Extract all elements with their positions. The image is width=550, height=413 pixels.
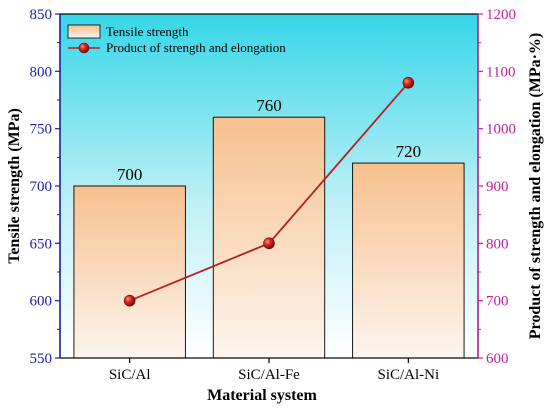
- x-tick-label-sic-al-fe: SiC/Al-Fe: [238, 367, 300, 383]
- right-tick-label-1100: 1100: [486, 64, 515, 80]
- left-tick-label-750: 750: [30, 122, 53, 138]
- x-tick-label-sic-al: SiC/Al: [109, 367, 151, 383]
- bar-value-label-sic-al-fe: 760: [256, 96, 282, 115]
- left-tick-label-550: 550: [30, 351, 53, 367]
- legend-swatch-tensile-strength: [67, 24, 101, 39]
- x-tick-label-sic-al-ni: SiC/Al-Ni: [377, 367, 439, 383]
- bar-sic-al-ni: [352, 162, 465, 359]
- left-y-axis: 550 600 650 700 750 800 850: [30, 7, 61, 367]
- legend-marker-swatch: [78, 42, 90, 54]
- bar-value-label-sic-al-ni: 720: [396, 142, 422, 161]
- x-axis-title: Material system: [207, 387, 317, 404]
- right-y-axis: 600 700 800 900 1000 1100 1200: [477, 7, 516, 367]
- right-y-axis-title: Product of strength and elongation (MPa·…: [527, 33, 544, 340]
- right-tick-label-900: 900: [486, 179, 509, 195]
- left-tick-label-700: 700: [30, 179, 53, 195]
- line-series-group: [123, 77, 415, 307]
- legend-label-product: Product of strength and elongation: [106, 40, 286, 55]
- left-y-axis-title: Tensile strength (MPa): [6, 108, 23, 264]
- right-tick-label-1200: 1200: [486, 7, 516, 23]
- right-tick-label-800: 800: [486, 236, 509, 252]
- x-axis: SiC/Al SiC/Al-Fe SiC/Al-Ni: [109, 358, 439, 383]
- bar-label-group: 700 760 720: [117, 96, 421, 184]
- left-tick-label-600: 600: [30, 294, 53, 310]
- line-point-sic-al-fe: [263, 237, 275, 250]
- bar-sic-al: [73, 185, 186, 359]
- line-point-sic-al: [123, 294, 136, 307]
- right-tick-label-1000: 1000: [486, 122, 516, 138]
- left-tick-label-650: 650: [30, 236, 53, 252]
- line-point-sic-al-ni: [402, 77, 415, 89]
- legend-label-tensile-strength: Tensile strength: [106, 24, 189, 39]
- legend: Tensile strength Product of strength and…: [67, 24, 286, 55]
- right-tick-label-700: 700: [486, 294, 509, 310]
- bar-value-label-sic-al: 700: [117, 165, 143, 184]
- bar-group: [73, 116, 465, 359]
- left-tick-label-800: 800: [30, 64, 53, 80]
- right-tick-label-600: 600: [486, 351, 509, 367]
- left-tick-label-850: 850: [30, 7, 53, 23]
